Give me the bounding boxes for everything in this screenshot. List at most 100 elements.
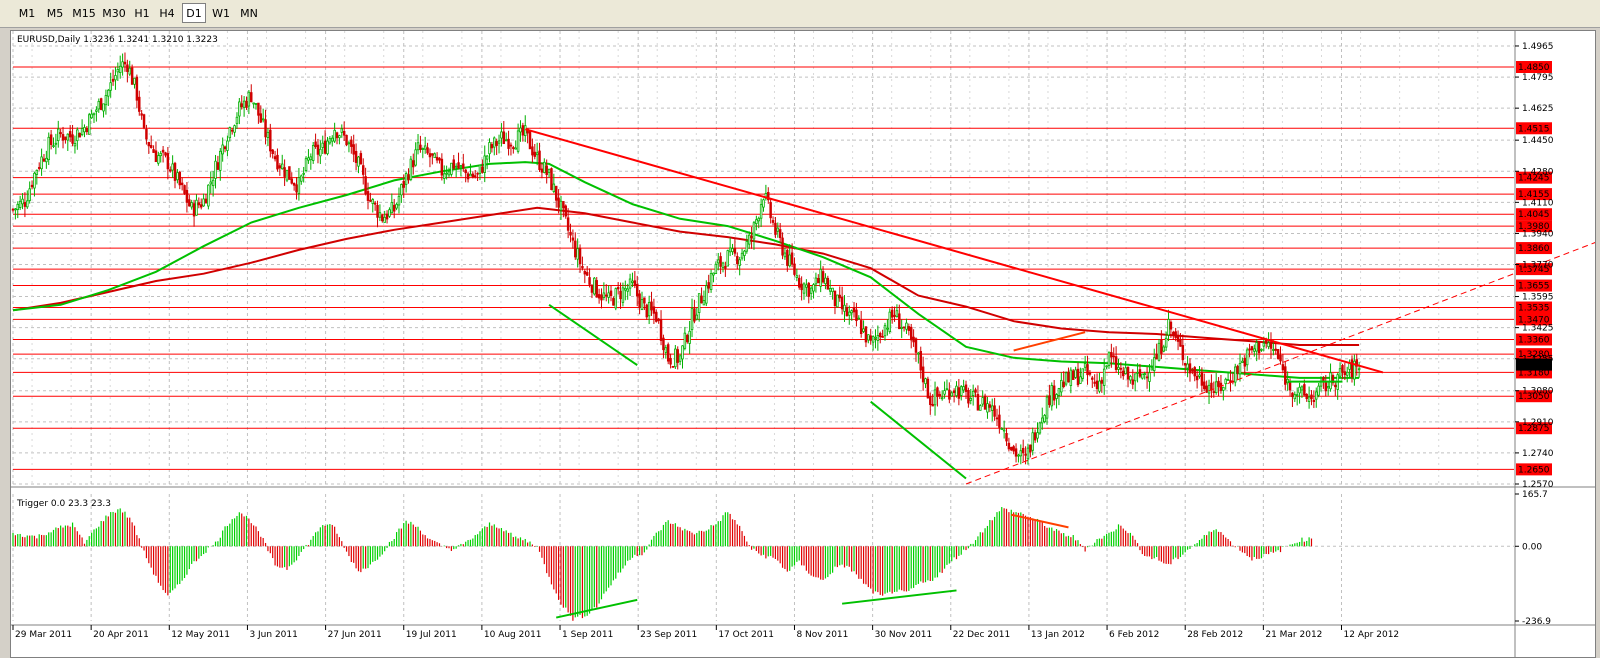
time-tick-label: 20 Apr 2011	[93, 630, 149, 640]
candle-body	[712, 272, 715, 276]
candle-body	[1317, 385, 1320, 396]
candle-body	[1293, 394, 1297, 400]
candle-body	[83, 127, 86, 133]
candle-body	[435, 156, 439, 161]
candle-body	[111, 78, 115, 82]
candle-body	[914, 338, 918, 353]
candle-body	[42, 158, 46, 162]
candle-body	[147, 142, 151, 147]
candle-body	[1041, 417, 1044, 424]
candle-body	[423, 145, 427, 150]
candle-body	[1343, 371, 1347, 376]
timeframe-h4-button[interactable]: H4	[159, 7, 175, 20]
candle-body	[1191, 369, 1194, 372]
chart-canvas[interactable]: 1.4850 1.4515 1.4245 1.4155 1.4045 1.3980 1.38…	[11, 31, 1595, 657]
candle-body	[1341, 365, 1344, 372]
candle-body	[1026, 447, 1030, 460]
candle-body	[345, 134, 348, 146]
candle-body	[471, 173, 475, 178]
candle-body	[800, 283, 803, 291]
candle-body	[969, 397, 973, 401]
time-tick-label: 8 Nov 2011	[796, 630, 848, 640]
candle-body	[881, 336, 884, 338]
current-price-label: 1.3223	[1518, 361, 1550, 371]
time-tick-label: 12 May 2011	[171, 630, 230, 640]
candle-body	[90, 113, 93, 119]
chart-window[interactable]: 1.4850 1.4515 1.4245 1.4155 1.4045 1.3980 1.38…	[10, 30, 1596, 658]
candle-body	[54, 142, 58, 145]
candle-body	[1148, 372, 1151, 382]
candle-body	[1093, 381, 1096, 384]
candle-body	[335, 132, 339, 139]
price-tick-label: 1.3770	[1522, 261, 1554, 271]
candle-body	[926, 378, 930, 399]
timeframe-m30-button[interactable]: M30	[102, 7, 126, 20]
timeframe-h1-button[interactable]: H1	[134, 7, 150, 20]
candle-body	[21, 198, 24, 205]
candle-body	[107, 89, 110, 97]
candle-body	[600, 294, 603, 301]
candle-body	[886, 327, 889, 330]
candle-body	[697, 293, 701, 313]
candle-body	[588, 277, 591, 285]
candle-body	[945, 388, 949, 391]
time-tick-label: 17 Oct 2011	[718, 630, 774, 640]
timeframe-m15-button[interactable]: M15	[72, 7, 96, 20]
candle-body	[328, 138, 332, 144]
candle-body	[619, 290, 622, 300]
timeframe-mn-button[interactable]: MN	[240, 7, 258, 20]
candle-body	[564, 205, 567, 217]
candle-body	[221, 144, 224, 155]
time-tick-label: 12 Apr 2012	[1344, 630, 1400, 640]
candle-body	[1081, 368, 1084, 379]
candle-body	[593, 277, 596, 295]
candle-body	[57, 128, 60, 142]
candle-body	[957, 387, 961, 399]
candle-body	[786, 249, 789, 266]
candle-body	[61, 134, 65, 141]
candle-body	[874, 336, 877, 339]
candle-body	[664, 347, 668, 353]
trendlines[interactable]	[524, 128, 1595, 485]
trendline-downtrend-main	[524, 128, 1384, 374]
candle-body	[788, 254, 791, 267]
candle-body	[798, 277, 801, 288]
timeframe-m5-button[interactable]: M5	[46, 7, 64, 20]
candle-body	[1298, 386, 1301, 394]
candle-body	[893, 314, 896, 317]
candle-body	[750, 235, 753, 239]
candle-body	[1312, 399, 1316, 402]
candle-body	[931, 403, 934, 407]
candle-body	[216, 162, 220, 170]
candle-body	[1005, 432, 1008, 442]
candle-body	[1124, 367, 1127, 375]
timeframe-d1-button[interactable]: D1	[182, 3, 206, 23]
candle-body	[488, 142, 491, 155]
price-tick-label: 1.2570	[1522, 480, 1554, 490]
candle-body	[164, 152, 167, 156]
candle-body	[371, 199, 374, 204]
candle-body	[466, 173, 470, 180]
candle-body	[831, 287, 834, 293]
timeframe-m1-button[interactable]: M1	[18, 7, 36, 20]
candle-body	[1036, 432, 1039, 439]
indicator-tick-label: -236.9	[1522, 617, 1551, 627]
candle-body	[826, 277, 830, 290]
candle-body	[1083, 363, 1087, 368]
candle-body	[690, 308, 694, 330]
timeframe-w1-button[interactable]: W1	[212, 7, 230, 20]
candle-body	[1205, 385, 1208, 393]
candle-body	[481, 166, 484, 173]
candle-body	[995, 417, 999, 420]
candle-body	[955, 385, 958, 396]
level-label-bg	[1516, 171, 1552, 184]
candle-body	[562, 201, 565, 209]
level-label: 1.3470	[1518, 315, 1550, 325]
candle-body	[183, 185, 186, 194]
candle-body	[11, 208, 15, 211]
candle-body	[273, 156, 277, 160]
candle-body	[693, 308, 696, 322]
candle-body	[1031, 432, 1034, 451]
level-label-bg	[1516, 188, 1552, 201]
candle-body	[571, 237, 575, 241]
